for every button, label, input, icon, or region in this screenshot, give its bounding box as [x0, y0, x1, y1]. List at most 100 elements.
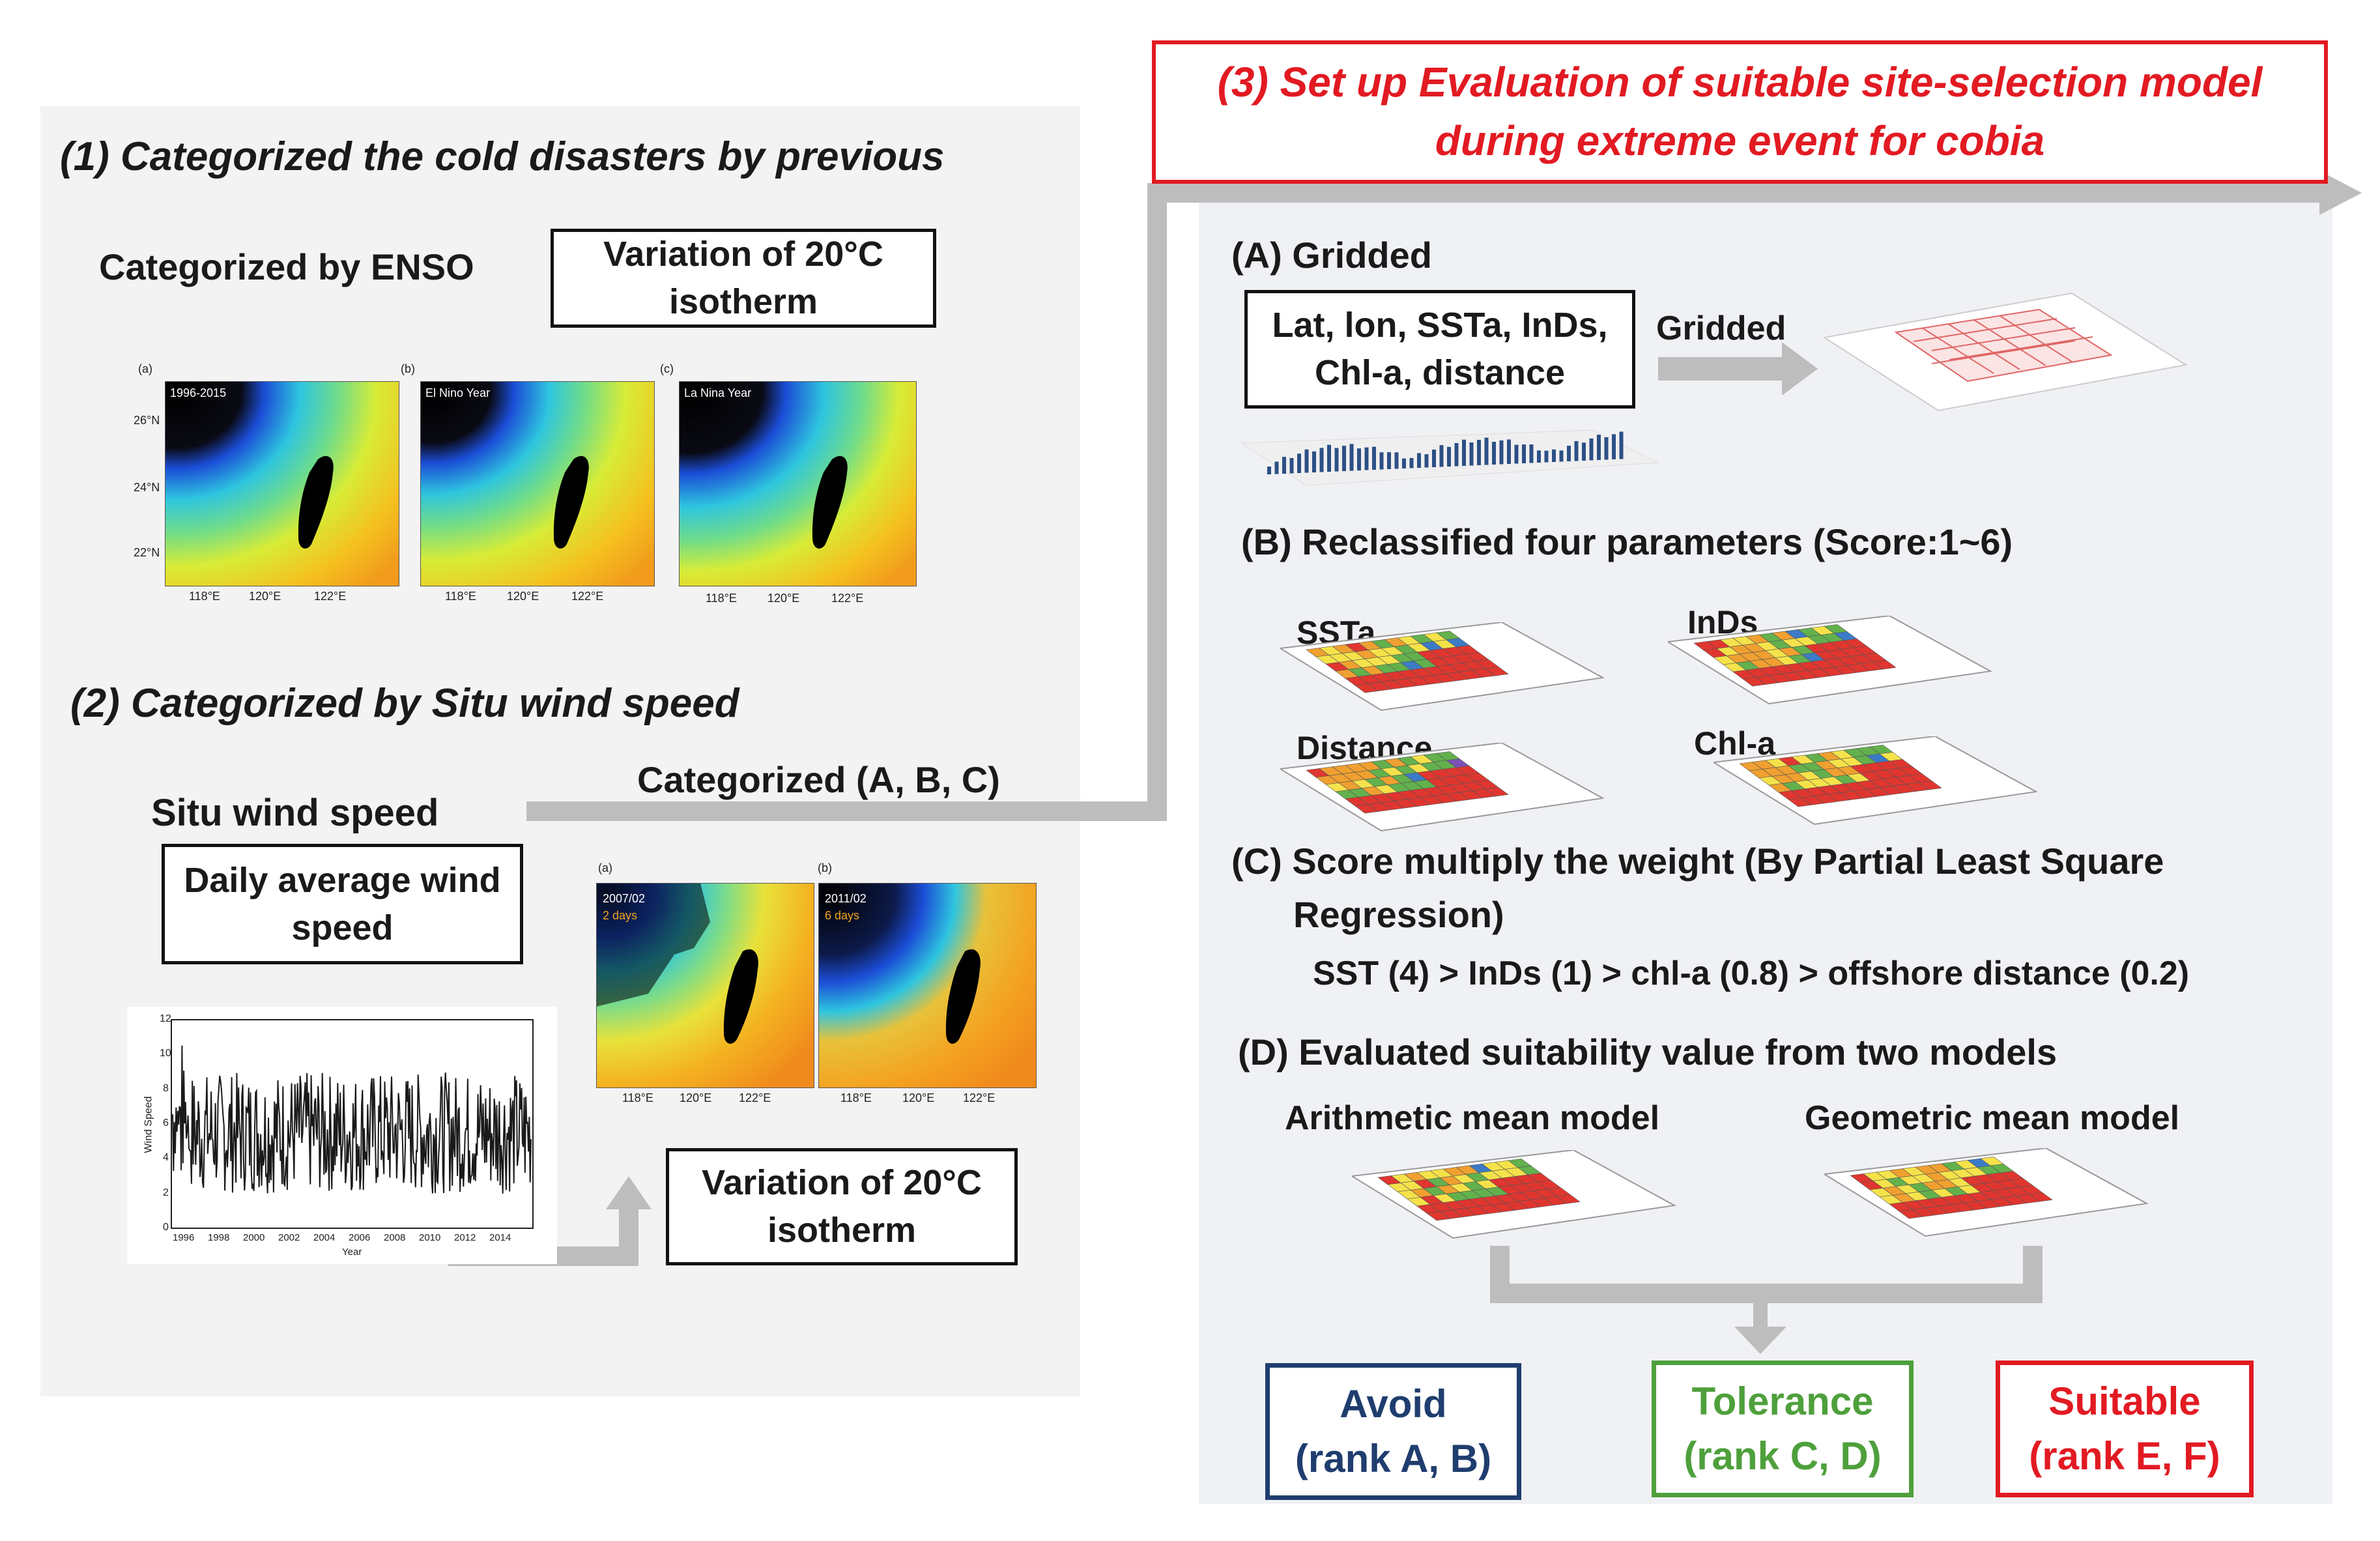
wind-isotherm-line1: Variation of 20°C [702, 1163, 982, 1203]
section2-title: (2) Categorized by Situ wind speed [70, 681, 739, 726]
histogram-bar [1552, 449, 1556, 462]
histogram-bar [1574, 440, 1579, 461]
enso-map-panel-b: (b) [401, 362, 415, 375]
model-arithmetic-label: Arithmetic mean model [1285, 1099, 1660, 1137]
histogram-bar [1462, 439, 1466, 466]
enso-map-c-caption: La Nina Year [684, 386, 752, 399]
rank-tolerance-name: Tolerance [1691, 1379, 1874, 1423]
histogram-bar [1604, 437, 1609, 460]
enso-map-a-taiwan [298, 455, 334, 549]
wind-map-panel-b: (b) [818, 861, 832, 874]
step-b-heading: (B) Reclassified four parameters (Score:… [1241, 521, 2013, 562]
histogram-bar [1529, 444, 1534, 463]
wind-y-tick-0: 0 [163, 1222, 169, 1233]
gridded-arrowhead [1782, 342, 1818, 396]
histogram-bar [1537, 450, 1541, 463]
enso-map-b-sea [420, 381, 655, 586]
histogram-bar [1484, 437, 1489, 465]
histogram-bar [1544, 450, 1549, 463]
histogram-bar [1267, 467, 1271, 474]
connector-arrowhead [2319, 171, 2362, 215]
histogram-bar [1522, 444, 1526, 463]
merge-arrowhead [1734, 1327, 1786, 1354]
histogram-bar [1289, 457, 1294, 474]
wind-map-a-taiwan [723, 949, 758, 1044]
wind-x-tick-1998: 1998 [208, 1232, 230, 1243]
histogram-bar [1567, 446, 1571, 461]
wind-x-tick-2002: 2002 [278, 1232, 300, 1243]
wind-map-a-days: 2 days [603, 909, 638, 922]
histogram-bar [1447, 446, 1451, 467]
wind-lon-b-120: 120°E [902, 1091, 935, 1104]
wind-map-b-sea [818, 883, 1037, 1088]
wind-speed-series [172, 1045, 532, 1194]
wind-speed-chart: 12 10 8 6 4 2 0 Wind Speed 1996 1998 200… [127, 1007, 557, 1264]
weight-formula: SST (4) > InDs (1) > chl-a (0.8) > offsh… [1313, 955, 2190, 992]
step-a-variables-box: Lat, lon, SSTa, InDs, Chl-a, distance [1244, 290, 1635, 409]
lon-tick-c-122: 122°E [831, 592, 864, 605]
lat-tick-26: 26°N [134, 414, 160, 427]
wind-x-tick-2008: 2008 [384, 1232, 406, 1243]
wind-x-tick-2014: 2014 [489, 1232, 511, 1243]
step-a-box-line1: Lat, lon, SSTa, InDs, [1272, 306, 1608, 345]
lon-tick-a-122: 122°E [314, 590, 347, 603]
enso-box-line1: Variation of 20°C [603, 235, 883, 274]
histogram-bar [1334, 448, 1339, 472]
histogram-bar [1312, 451, 1316, 472]
wind-arrowhead [606, 1176, 652, 1209]
categorized-connector-arrow [526, 183, 2326, 821]
wind-x-label: Year [342, 1246, 362, 1258]
daily-box-line2: speed [291, 908, 394, 947]
wind-lon-a-122: 122°E [739, 1091, 771, 1104]
param-chla-grid [1712, 735, 2039, 831]
lon-tick-c-118: 118°E [706, 592, 737, 605]
model-geometric-label: Geometric mean model [1805, 1099, 2180, 1137]
rank-avoid-name: Avoid [1340, 1382, 1447, 1426]
wind-map-panel-a: (a) [598, 861, 612, 874]
wind-lon-a-120: 120°E [680, 1091, 712, 1104]
wind-map-a-mainland [596, 883, 710, 1007]
gridded-grid [1894, 308, 2113, 382]
gridded-map-illustration [1822, 287, 2189, 420]
gridded-arrow-label: Gridded [1656, 310, 1786, 347]
grid-cell [2029, 1192, 2053, 1202]
histogram-bar [1387, 452, 1391, 469]
grid-cell [1872, 660, 1897, 670]
histogram-bar [1409, 457, 1414, 468]
histogram-bar [1342, 446, 1346, 471]
enso-map-panel-c: (c) [660, 362, 674, 375]
param-inds-grid [1666, 614, 1994, 710]
grid-cell [1556, 1194, 1581, 1204]
histogram-illustration [1240, 424, 1665, 492]
step-a-box-line2: Chl-a, distance [1314, 353, 1566, 392]
histogram-bar [1364, 447, 1369, 470]
histogram-bar [1514, 444, 1519, 464]
lat-tick-24: 24°N [134, 481, 160, 494]
wind-map-b-caption: 2011/02 [825, 892, 867, 905]
histogram-bar [1439, 445, 1444, 467]
lon-tick-b-122: 122°E [571, 590, 604, 603]
daily-wind-box: Daily average wind speed [162, 844, 523, 964]
histogram-bar [1492, 441, 1496, 465]
histogram-bar [1372, 446, 1376, 470]
histogram-bar [1327, 444, 1331, 472]
wind-y-tick-10: 10 [160, 1048, 171, 1059]
histogram-bar [1499, 440, 1504, 465]
rank-tolerance-detail: (rank C, D) [1684, 1434, 1882, 1478]
histogram-bar [1379, 452, 1384, 470]
enso-map-b-caption: El Nino Year [425, 386, 491, 399]
param-chla-label: Chl-a [1694, 725, 1775, 762]
wind-x-tick-2012: 2012 [454, 1232, 476, 1243]
enso-map-a: 1996-2015 [164, 381, 400, 590]
wind-lon-b-118: 118°E [840, 1091, 872, 1104]
rank-suitable-detail: (rank E, F) [2029, 1434, 2220, 1478]
enso-map-a-sea [165, 381, 399, 586]
histogram-bar [1319, 448, 1324, 472]
daily-box-line1: Daily average wind [184, 860, 501, 900]
histogram-bar [1297, 454, 1301, 473]
histogram-bar [1559, 450, 1564, 462]
histogram-bar [1282, 457, 1286, 474]
enso-map-b-taiwan [553, 455, 589, 549]
histogram-bar [1597, 435, 1601, 460]
